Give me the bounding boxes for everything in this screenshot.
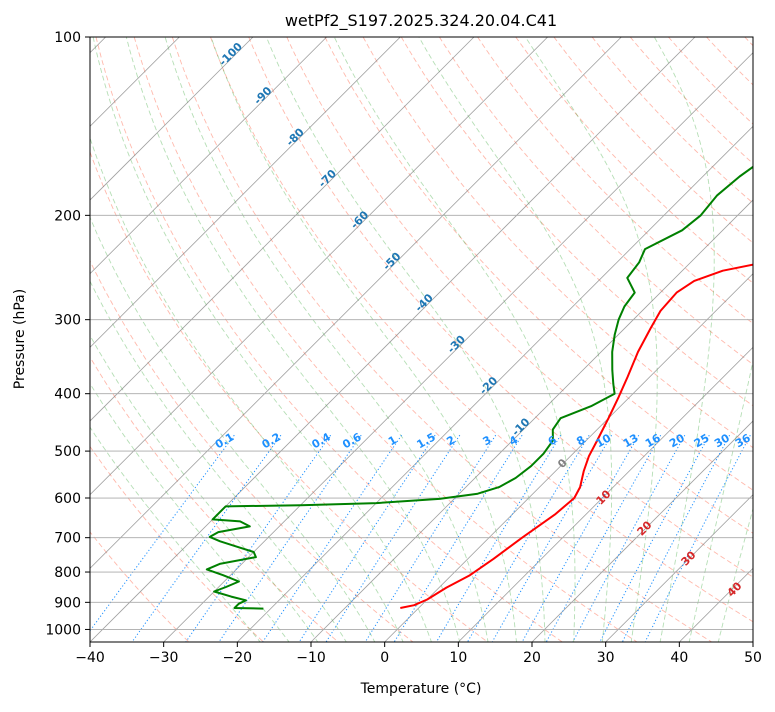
y-tick-label: 500 — [54, 444, 81, 460]
y-tick-label: 200 — [54, 208, 81, 224]
x-tick-label: 20 — [523, 650, 541, 666]
y-tick-label: 700 — [54, 531, 81, 547]
x-tick-label: −30 — [149, 650, 179, 666]
y-tick-label: 400 — [54, 387, 81, 403]
x-tick-label: 30 — [597, 650, 615, 666]
x-tick-label: 40 — [670, 650, 688, 666]
x-tick-label: −40 — [75, 650, 105, 666]
y-tick-label: 900 — [54, 595, 81, 611]
y-tick-label: 300 — [54, 313, 81, 329]
y-tick-label: 800 — [54, 565, 81, 581]
chart-title: wetPf2_S197.2025.324.20.04.C41 — [285, 11, 557, 31]
x-tick-label: 10 — [449, 650, 467, 666]
x-tick-label: 50 — [744, 650, 762, 666]
y-tick-label: 100 — [54, 30, 81, 46]
x-tick-label: −20 — [223, 650, 253, 666]
y-tick-label: 600 — [54, 491, 81, 507]
x-tick-label: −10 — [296, 650, 326, 666]
x-axis-label: Temperature (°C) — [360, 681, 482, 697]
y-tick-label: 1000 — [45, 622, 81, 638]
y-axis-label: Pressure (hPa) — [12, 289, 28, 389]
x-tick-label: 0 — [380, 650, 389, 666]
